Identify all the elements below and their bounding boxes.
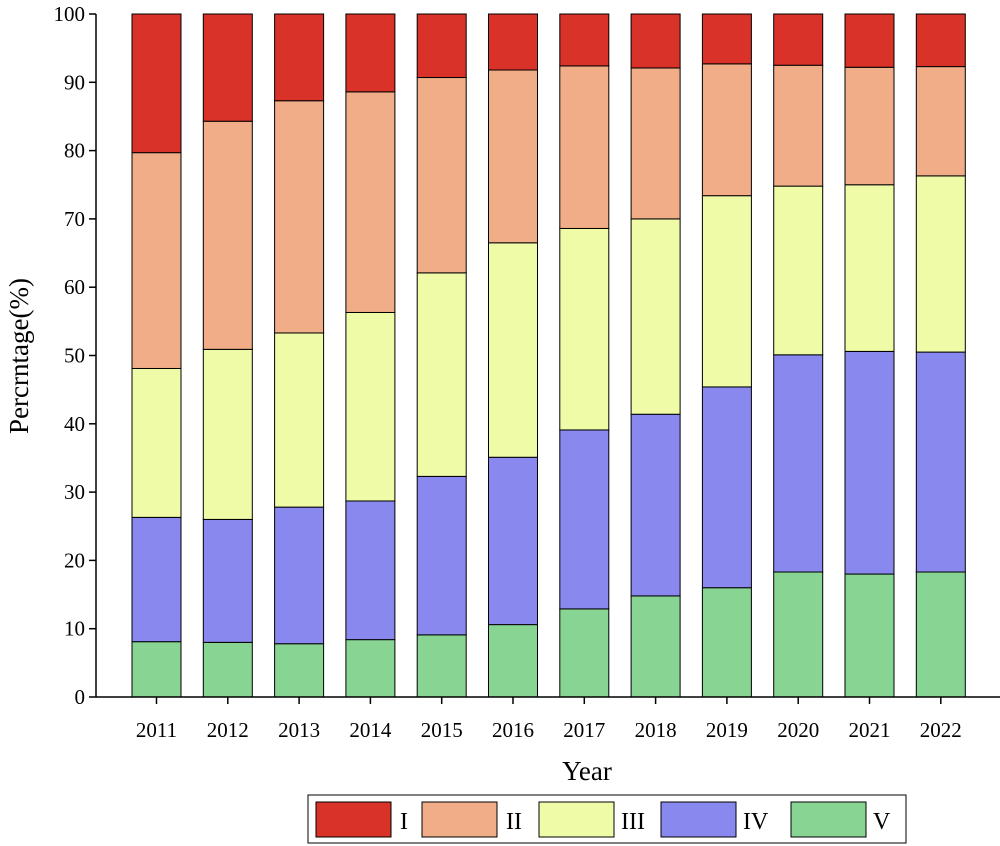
legend-swatch-II — [421, 801, 498, 838]
bar-III-2021 — [844, 184, 895, 352]
bar-III-2017 — [559, 227, 610, 431]
y-tick-label: 50 — [64, 344, 85, 368]
bar-I-2019 — [701, 13, 752, 65]
bar-I-2013 — [274, 13, 325, 102]
x-tick-label: 2016 — [492, 718, 534, 742]
bar-V-2019 — [701, 587, 752, 698]
bar-III-2013 — [274, 332, 325, 508]
bar-II-2011 — [131, 152, 182, 369]
y-tick-label: 70 — [64, 207, 85, 231]
bar-V-2013 — [274, 643, 325, 698]
bar-IV-2022 — [915, 351, 966, 573]
y-tick-label: 90 — [64, 70, 85, 94]
bar-V-2020 — [773, 571, 824, 698]
bar-II-2015 — [416, 77, 467, 274]
bar-V-2018 — [630, 595, 681, 698]
bar-III-2011 — [131, 367, 182, 518]
y-tick-label: 60 — [64, 275, 85, 299]
bar-V-2016 — [488, 624, 538, 698]
bar-II-2013 — [274, 100, 325, 334]
bar-I-2020 — [773, 13, 824, 66]
bar-IV-2016 — [488, 456, 538, 626]
y-tick-label: 20 — [64, 548, 85, 572]
bar-I-2015 — [416, 13, 467, 79]
bar-IV-2021 — [844, 350, 895, 575]
x-tick-label: 2020 — [777, 718, 819, 742]
legend-swatch-IV — [660, 801, 737, 838]
y-tick-label: 80 — [64, 139, 85, 163]
axes: 0 10 20 30 40 50 60 70 80 90 100 2011 2012 2013 2014 20… — [54, 2, 1000, 742]
x-tick-label: 2014 — [349, 718, 392, 742]
y-tick-label: 0 — [75, 685, 86, 709]
bar-V-2015 — [416, 634, 467, 698]
legend-swatch-V — [790, 801, 867, 838]
bar-II-2017 — [559, 65, 610, 229]
bar-II-2021 — [844, 66, 895, 186]
y-axis-title: Percrntage(%) — [4, 278, 34, 434]
bar-III-2019 — [701, 195, 752, 388]
legend-swatch-III — [538, 801, 615, 838]
bar-V-2014 — [345, 639, 396, 698]
bar-IV-2011 — [131, 516, 182, 643]
bar-I-2011 — [131, 13, 182, 154]
y-tick-label: 30 — [64, 480, 85, 504]
bar-IV-2019 — [701, 386, 752, 589]
x-tick-label: 2019 — [706, 718, 748, 742]
bar-IV-2012 — [202, 518, 253, 643]
bar-I-2017 — [559, 13, 610, 67]
legend-label-I: I — [400, 809, 408, 835]
x-tick-label: 2013 — [278, 718, 320, 742]
bar-II-2022 — [915, 66, 966, 177]
bar-III-2015 — [416, 272, 467, 477]
bar-I-2021 — [844, 13, 895, 68]
bar-V-2011 — [131, 641, 182, 698]
bar-V-2021 — [844, 573, 895, 698]
x-tick-label: 2021 — [849, 718, 891, 742]
bar-III-2016 — [488, 242, 538, 458]
legend-label-III: III — [621, 809, 645, 835]
x-tick-label: 2022 — [920, 718, 962, 742]
legend-label-II: II — [506, 809, 522, 835]
bar-III-2020 — [773, 185, 824, 356]
bar-III-2018 — [630, 218, 681, 415]
legend-label-V: V — [873, 809, 891, 835]
bar-III-2014 — [345, 311, 396, 502]
bar-IV-2013 — [274, 506, 325, 645]
x-tick-label: 2018 — [635, 718, 677, 742]
bar-III-2012 — [202, 348, 253, 520]
bar-I-2012 — [202, 13, 253, 122]
bar-IV-2015 — [416, 475, 467, 636]
bar-II-2014 — [345, 91, 396, 313]
legend-label-IV: IV — [743, 809, 769, 835]
legend-swatch-I — [315, 801, 392, 838]
x-tick-label: 2012 — [207, 718, 249, 742]
x-tick-label: 2011 — [136, 718, 177, 742]
x-tick-label: 2015 — [421, 718, 463, 742]
bar-IV-2014 — [345, 500, 396, 641]
bar-I-2014 — [345, 13, 396, 93]
y-tick-label: 100 — [54, 2, 86, 26]
bar-II-2016 — [488, 69, 538, 244]
bar-I-2016 — [488, 13, 538, 71]
bar-IV-2018 — [630, 413, 681, 597]
bar-II-2018 — [630, 67, 681, 220]
y-tick-label: 40 — [64, 412, 85, 436]
legend: I II III IV V — [307, 794, 907, 844]
bar-V-2022 — [915, 571, 966, 698]
bar-V-2017 — [559, 608, 610, 698]
bar-II-2020 — [773, 64, 824, 187]
bar-IV-2017 — [559, 429, 610, 610]
x-tick-label: 2017 — [563, 718, 605, 742]
bar-layer — [131, 13, 966, 698]
x-axis-title: Year — [562, 756, 612, 786]
bar-III-2022 — [915, 175, 966, 353]
y-tick-label: 10 — [64, 617, 85, 641]
bar-II-2012 — [202, 120, 253, 350]
bar-II-2019 — [701, 63, 752, 197]
bar-I-2018 — [630, 13, 681, 69]
bar-V-2012 — [202, 641, 253, 698]
bar-IV-2020 — [773, 354, 824, 573]
bar-I-2022 — [915, 13, 966, 68]
